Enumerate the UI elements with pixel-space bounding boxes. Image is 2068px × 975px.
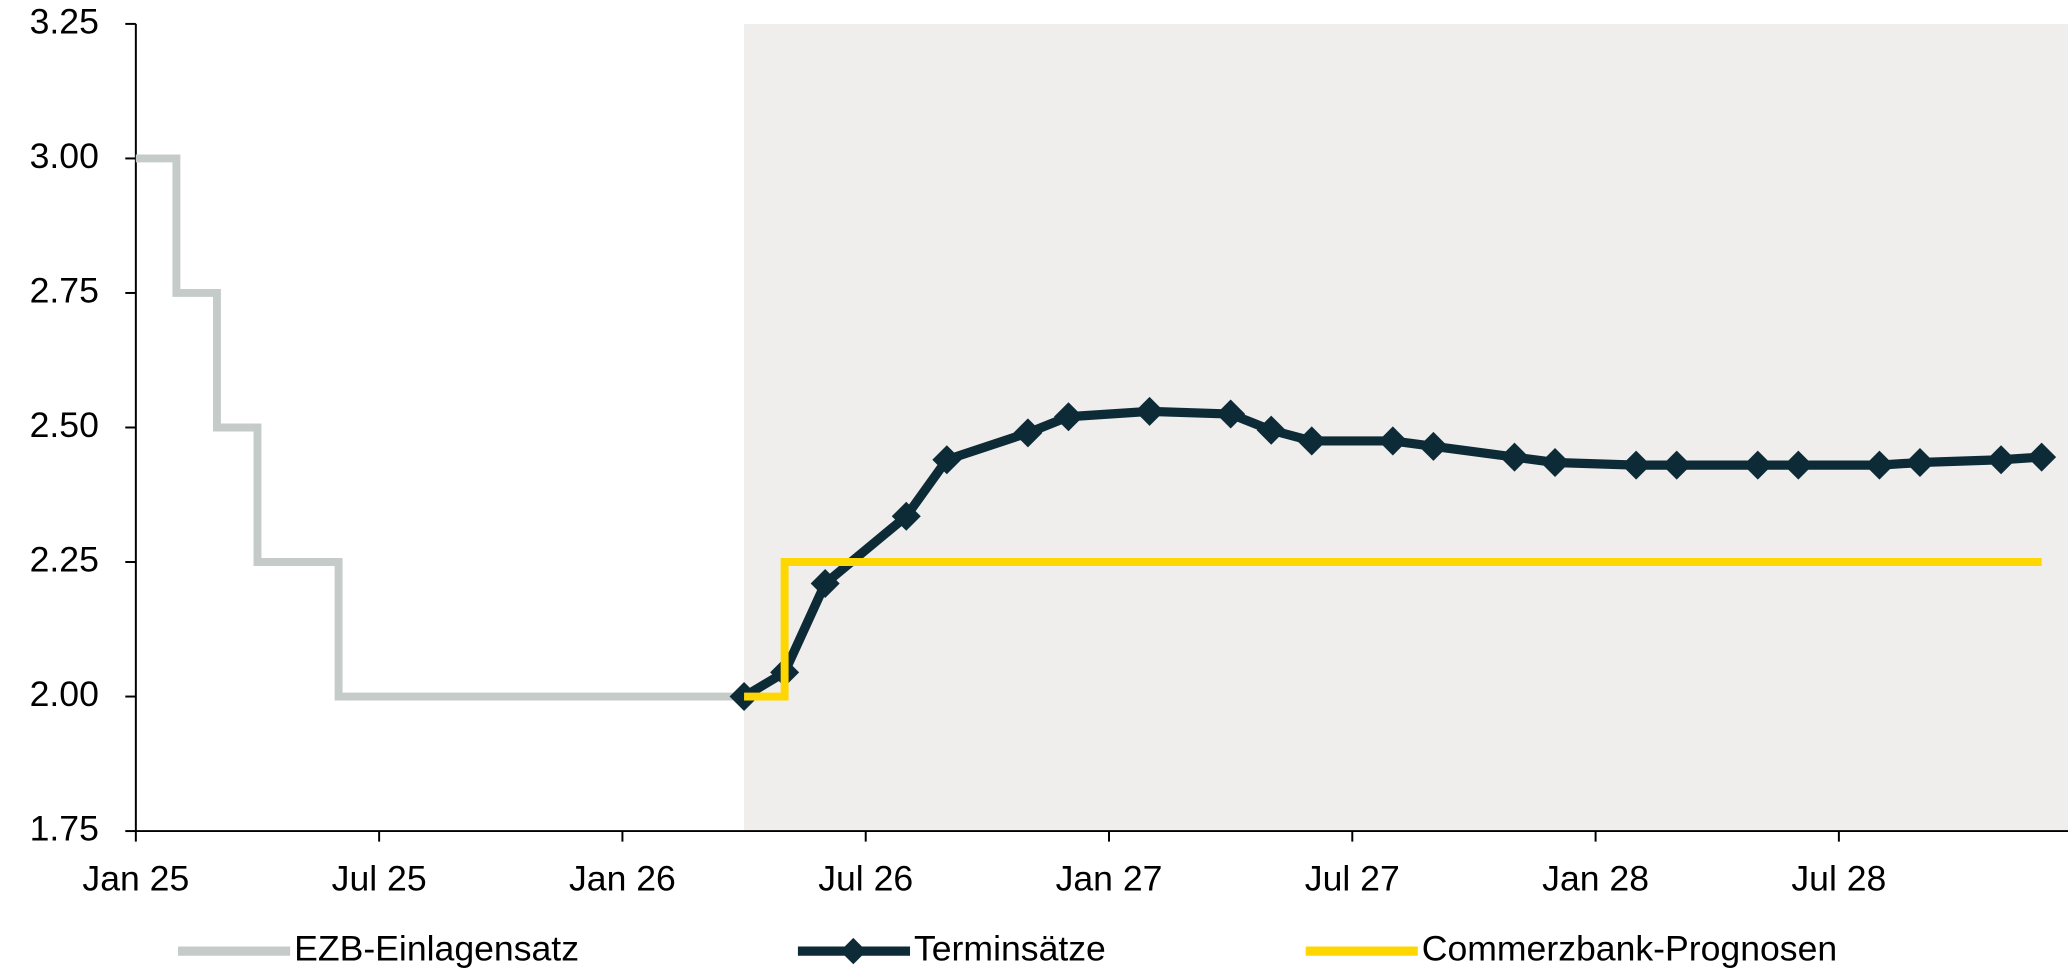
y-tick-label: 1.75 <box>30 808 99 848</box>
y-tick-label: 3.25 <box>30 1 99 41</box>
point <box>1540 447 1570 477</box>
legend-marker <box>840 937 867 965</box>
legend-label: Terminsätze <box>914 928 1106 968</box>
legend-label: EZB-Einlagensatz <box>294 928 579 968</box>
x-tick-label: Jan 27 <box>1056 859 1163 899</box>
point <box>1256 415 1286 445</box>
point <box>2027 442 2057 472</box>
x-tick-label: Jul 28 <box>1791 859 1886 899</box>
x-tick-label: Jan 26 <box>569 859 676 899</box>
point <box>1986 445 2016 475</box>
y-tick-label: 2.50 <box>30 405 99 445</box>
y-tick-label: 2.00 <box>30 674 99 714</box>
x-tick-label: Jan 28 <box>1542 859 1649 899</box>
x-tick-label: Jan 25 <box>82 859 189 899</box>
forecast-shade <box>744 23 2068 832</box>
x-tick-label: Jul 26 <box>818 859 913 899</box>
y-tick-label: 2.25 <box>30 539 99 579</box>
legend-item: EZB-Einlagensatz <box>178 928 579 968</box>
x-tick-label: Jul 25 <box>332 859 427 899</box>
y-tick-label: 3.00 <box>30 136 99 176</box>
point <box>891 501 921 531</box>
legend-item: Commerzbank-Prognosen <box>1305 928 1837 968</box>
legend-item: Terminsätze <box>797 928 1106 968</box>
point <box>932 445 962 475</box>
point <box>810 569 840 599</box>
legend-label: Commerzbank-Prognosen <box>1422 928 1837 968</box>
series-line <box>744 558 2042 701</box>
point <box>1499 442 1529 472</box>
point <box>1905 447 1935 477</box>
y-tick-label: 2.75 <box>30 270 99 310</box>
x-tick-label: Jul 27 <box>1305 859 1400 899</box>
point <box>1135 396 1165 426</box>
series-line <box>135 154 745 701</box>
